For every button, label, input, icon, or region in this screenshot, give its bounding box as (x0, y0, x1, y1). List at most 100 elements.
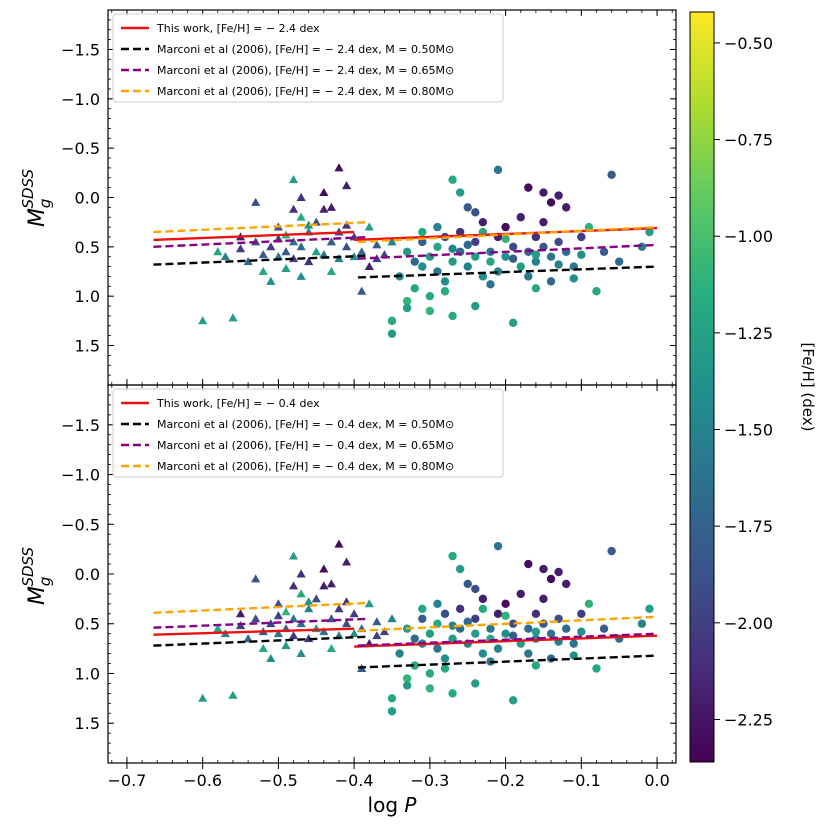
y-label-sup: SDSS (19, 546, 37, 586)
scatter-triangle (364, 222, 374, 231)
scatter-circle (463, 617, 472, 626)
scatter-circle (402, 674, 412, 683)
m080-line (153, 220, 370, 234)
scatter-triangle (387, 237, 397, 246)
scatter-circle (425, 669, 435, 678)
x-label-italic: P (404, 793, 417, 817)
x-tick-label: −0.6 (183, 771, 222, 790)
scatter-circle (501, 599, 510, 609)
y-tick-label: −0.5 (61, 515, 100, 534)
m050-line (153, 254, 370, 266)
scatter-triangle (213, 247, 223, 256)
scatter-triangle (258, 266, 268, 275)
scatter-circle (425, 684, 435, 693)
scatter-triangle (281, 607, 291, 616)
scatter-triangle (304, 257, 314, 266)
scatter-triangle (319, 187, 329, 197)
x-tick-label: −0.7 (108, 771, 147, 790)
scatter-circle (599, 247, 609, 256)
scatter-circle (539, 564, 548, 574)
scatter-circle (448, 257, 457, 266)
scatter-triangle (341, 619, 352, 628)
scatter-circle (478, 217, 488, 227)
scatter-circle (508, 254, 518, 263)
scatter-circle (448, 551, 457, 561)
scatter-circle (486, 280, 495, 289)
scatter-triangle (372, 631, 382, 640)
scatter-triangle (288, 631, 299, 640)
scatter-triangle (364, 261, 374, 271)
scatter-circle (577, 627, 586, 636)
scatter-circle (410, 661, 419, 670)
scatter-circle (433, 619, 442, 628)
scatter-circle (524, 624, 533, 633)
scatter-circle (425, 252, 435, 261)
scatter-circle (478, 272, 488, 281)
scatter-circle (561, 203, 571, 212)
colorbar-tick-label: −1.00 (724, 227, 773, 246)
colorbar-tick-label: −0.50 (724, 34, 773, 53)
scatter-triangle (235, 244, 246, 253)
scatter-circle (645, 227, 654, 237)
scatter-circle (561, 579, 571, 589)
scatter-triangle (288, 614, 299, 623)
scatter-triangle (251, 197, 261, 206)
y-tick-label: 1.0 (75, 287, 100, 306)
scatter-circle (599, 624, 609, 633)
scatter-circle (501, 234, 510, 244)
scatter-circle (592, 287, 601, 296)
scatter-triangle (326, 644, 337, 653)
scatter-circle (433, 222, 442, 232)
m080-line (153, 601, 370, 614)
scatter-circle (448, 621, 457, 630)
scatter-triangle (273, 629, 283, 638)
scatter-circle (546, 629, 556, 638)
scatter-circle (433, 599, 442, 609)
scatter-triangle (319, 581, 329, 590)
scatter-triangle (273, 252, 283, 261)
m080-line (357, 225, 658, 244)
scatter-circle (615, 257, 624, 266)
scatter-triangle (372, 240, 382, 249)
scatter-circle (387, 694, 397, 703)
this_work-line (153, 627, 355, 636)
scatter-circle (493, 609, 503, 618)
scatter-circle (455, 604, 465, 614)
scatter-triangle (349, 252, 359, 261)
top-y-axis-title: MgSDSS (19, 168, 54, 227)
scatter-circle (501, 222, 510, 232)
y-label-sup: SDSS (19, 168, 37, 208)
scatter-circle (455, 188, 465, 197)
y-tick-label: −1.0 (61, 90, 100, 109)
scatter-circle (493, 644, 503, 653)
scatter-circle (516, 213, 525, 222)
scatter-circle (508, 631, 518, 640)
colorbar-tick-label: −1.50 (724, 421, 773, 440)
scatter-triangle (213, 624, 223, 633)
scatter-circle (440, 609, 450, 618)
m065-line (357, 243, 658, 260)
scatter-circle (524, 559, 533, 569)
scatter-triangle (281, 247, 291, 256)
scatter-triangle (288, 175, 299, 184)
bottom-panel: −1.5 −1.0 −0.5 0.0 0.5 1.0 1.5 This work, [Fe/… (19, 384, 677, 764)
scatter-circle (577, 250, 586, 259)
scatter-circle (554, 567, 563, 577)
scatter-circle (433, 644, 442, 653)
x-axis-title: log P (368, 793, 418, 817)
scatter-triangle (372, 617, 382, 626)
scatter-triangle (311, 247, 321, 256)
scatter-circle (425, 291, 435, 301)
scatter-triangle (304, 604, 314, 613)
scatter-circle (440, 277, 450, 286)
scatter-triangle (251, 614, 261, 623)
top-panel: −1.5 −1.0 −0.5 0.0 0.5 1.0 1.5 This work, [Fe/… (19, 9, 677, 386)
scatter-circle (516, 262, 525, 271)
scatter-circle (471, 237, 480, 247)
scatter-triangle (198, 693, 208, 702)
scatter-circle (569, 639, 578, 648)
scatter-triangle (251, 574, 261, 583)
scatter-circle (539, 188, 548, 197)
scatter-triangle (273, 611, 283, 620)
scatter-triangle (296, 271, 306, 280)
